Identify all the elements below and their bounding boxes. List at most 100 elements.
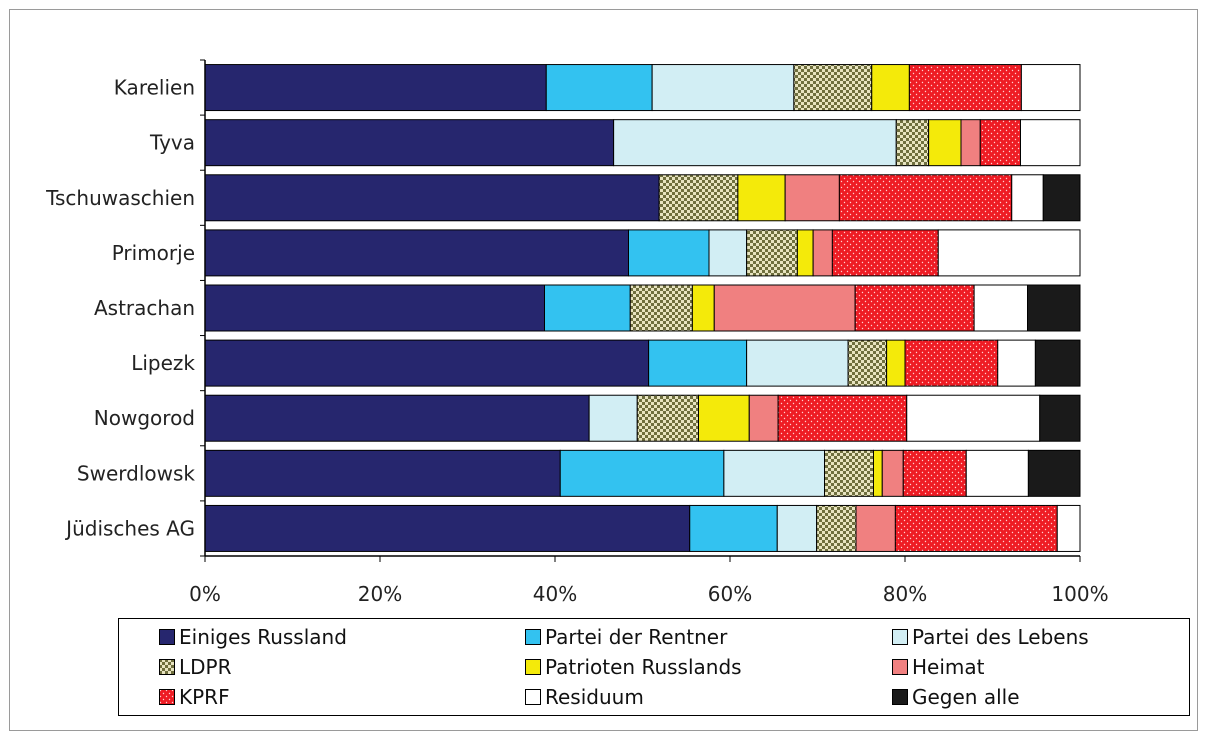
bar-primorje-kprf — [831, 229, 939, 277]
legend-swatch — [159, 629, 175, 645]
legend-swatch — [525, 659, 541, 675]
legend-item-partei-des-lebens: Partei des Lebens — [892, 623, 1089, 651]
legend-label: Residuum — [545, 685, 644, 709]
bar-swerdlowsk-einiges-russland — [204, 449, 561, 497]
bar-karelien-patrioten-russlands — [871, 64, 910, 112]
bar-tschuwaschien-kprf — [838, 174, 1013, 222]
legend-label: Partei des Lebens — [912, 625, 1089, 649]
legend-label: Gegen alle — [912, 685, 1020, 709]
legend-item-kprf: KPRF — [159, 683, 230, 711]
legend-item-patrioten-russlands: Patrioten Russlands — [525, 653, 742, 681]
bar-karelien-einiges-russland — [204, 64, 547, 112]
y-tick-label: Tschuwaschien — [45, 186, 195, 210]
bar-karelien-partei-des-lebens — [651, 64, 795, 112]
legend-swatch — [892, 629, 908, 645]
bar-karelien-ldpr — [793, 64, 873, 112]
y-tick-label: Tyva — [149, 131, 195, 155]
bar-tyva-patrioten-russlands — [928, 119, 962, 167]
legend: Einiges Russland Partei der Rentner Partei… — [118, 618, 1190, 716]
legend-label: KPRF — [179, 685, 230, 709]
bar-nowgorod-residuum — [906, 394, 1041, 442]
bar-lipezk-einiges-russland — [204, 339, 650, 387]
bar-primorje-ldpr — [746, 229, 798, 277]
bar-karelien-kprf — [908, 64, 1022, 112]
bar-tyva-einiges-russland — [204, 119, 615, 167]
bar-tschuwaschien-patrioten-russlands — [737, 174, 786, 222]
bar-astrachan-kprf — [854, 284, 975, 332]
bars-layer — [204, 64, 1081, 552]
bar-lipezk-kprf — [904, 339, 999, 387]
bar-swerdlowsk-partei-der-rentner — [559, 449, 725, 497]
bar-swerdlowsk-residuum — [965, 449, 1029, 497]
bar-primorje-residuum — [937, 229, 1081, 277]
bar-swerdlowsk-heimat — [881, 449, 904, 497]
bar-tschuwaschien-einiges-russland — [204, 174, 660, 222]
bar-jüdisches-ag-einiges-russland — [204, 504, 691, 552]
bar-tyva-heimat — [960, 119, 981, 167]
y-tick-label: Swerdlowsk — [77, 461, 195, 485]
bar-lipezk-patrioten-russlands — [886, 339, 906, 387]
bar-nowgorod-ldpr — [636, 394, 699, 442]
legend-item-residuum: Residuum — [525, 683, 644, 711]
bar-astrachan-residuum — [973, 284, 1028, 332]
bar-tschuwaschien-ldpr — [658, 174, 739, 222]
bar-primorje-partei-des-lebens — [708, 229, 748, 277]
legend-swatch — [159, 659, 175, 675]
bar-primorje-einiges-russland — [204, 229, 629, 277]
bar-nowgorod-patrioten-russlands — [698, 394, 750, 442]
legend-label: Partei der Rentner — [545, 625, 728, 649]
bar-swerdlowsk-kprf — [902, 449, 967, 497]
bar-jüdisches-ag-kprf — [894, 504, 1058, 552]
bar-karelien-residuum — [1020, 64, 1081, 112]
bar-astrachan-heimat — [713, 284, 856, 332]
legend-item-gegen-alle: Gegen alle — [892, 683, 1020, 711]
y-tick-label: Nowgorod — [94, 406, 195, 430]
legend-swatch — [892, 689, 908, 705]
bar-tyva-ldpr — [895, 119, 930, 167]
x-tick-label: 80% — [883, 582, 927, 606]
x-tick-label: 60% — [708, 582, 752, 606]
bar-jüdisches-ag-residuum — [1056, 504, 1081, 552]
legend-item-ldpr: LDPR — [159, 653, 232, 681]
bar-tschuwaschien-residuum — [1011, 174, 1044, 222]
bar-tyva-partei-des-lebens — [613, 119, 897, 167]
x-tick-label: 20% — [358, 582, 402, 606]
bar-primorje-patrioten-russlands — [796, 229, 814, 277]
bar-nowgorod-heimat — [748, 394, 779, 442]
bar-lipezk-partei-des-lebens — [746, 339, 849, 387]
bar-primorje-heimat — [812, 229, 833, 277]
legend-item-partei-der-rentner: Partei der Rentner — [525, 623, 727, 651]
y-tick-label: Jüdisches AG — [64, 516, 195, 540]
legend-item-heimat: Heimat — [892, 653, 984, 681]
legend-label: Einiges Russland — [179, 625, 347, 649]
bar-tschuwaschien-gegen-alle — [1042, 174, 1081, 222]
bar-swerdlowsk-patrioten-russlands — [873, 449, 883, 497]
x-tick-label: 0% — [189, 582, 221, 606]
bar-astrachan-gegen-alle — [1027, 284, 1081, 332]
bar-karelien-partei-der-rentner — [545, 64, 653, 112]
bar-nowgorod-partei-des-lebens — [588, 394, 638, 442]
x-tick-label: 100% — [1051, 582, 1108, 606]
bar-lipezk-partei-der-rentner — [648, 339, 748, 387]
bar-astrachan-patrioten-russlands — [691, 284, 715, 332]
legend-swatch — [892, 659, 908, 675]
y-tick-label: Lipezk — [131, 351, 195, 375]
x-tick-label: 40% — [533, 582, 577, 606]
bar-tschuwaschien-heimat — [784, 174, 840, 222]
bar-swerdlowsk-ldpr — [824, 449, 874, 497]
legend-swatch — [525, 629, 541, 645]
y-tick-label: Astrachan — [94, 296, 195, 320]
legend-label: Patrioten Russlands — [545, 655, 742, 679]
bar-astrachan-einiges-russland — [204, 284, 545, 332]
bar-astrachan-partei-der-rentner — [544, 284, 631, 332]
bar-jüdisches-ag-ldpr — [816, 504, 857, 552]
legend-item-einiges-russland: Einiges Russland — [159, 623, 347, 651]
bar-primorje-partei-der-rentner — [628, 229, 710, 277]
bar-jüdisches-ag-partei-des-lebens — [776, 504, 818, 552]
y-tick-label: Primorje — [112, 241, 195, 265]
legend-label: LDPR — [179, 655, 232, 679]
bar-tyva-residuum — [1020, 119, 1081, 167]
legend-swatch — [159, 689, 175, 705]
legend-label: Heimat — [912, 655, 985, 679]
